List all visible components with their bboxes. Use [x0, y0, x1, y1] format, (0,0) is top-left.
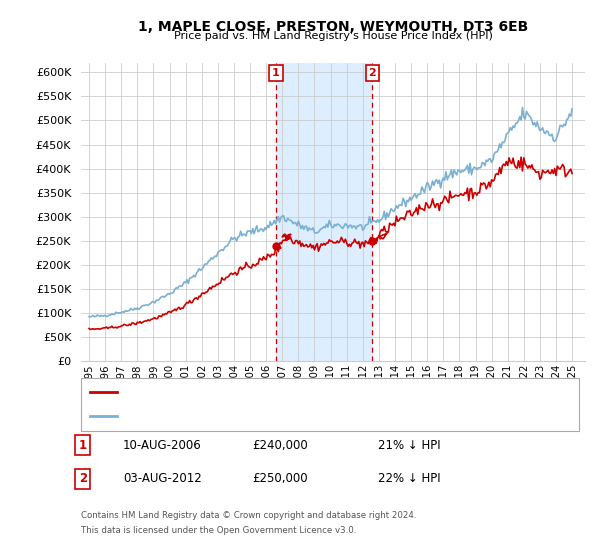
Text: 1, MAPLE CLOSE, PRESTON, WEYMOUTH, DT3 6EB: 1, MAPLE CLOSE, PRESTON, WEYMOUTH, DT3 6… — [138, 20, 528, 34]
Text: 21% ↓ HPI: 21% ↓ HPI — [378, 438, 440, 452]
Text: 1: 1 — [79, 438, 87, 452]
Text: 10-AUG-2006: 10-AUG-2006 — [123, 438, 202, 452]
Text: This data is licensed under the Open Government Licence v3.0.: This data is licensed under the Open Gov… — [81, 526, 356, 535]
Text: Contains HM Land Registry data © Crown copyright and database right 2024.: Contains HM Land Registry data © Crown c… — [81, 511, 416, 520]
Text: £250,000: £250,000 — [252, 472, 308, 486]
Bar — [276, 63, 372, 361]
Text: HPI: Average price, detached house, Dorset: HPI: Average price, detached house, Dors… — [122, 411, 349, 421]
Text: 2: 2 — [79, 472, 87, 486]
Text: £240,000: £240,000 — [252, 438, 308, 452]
Text: 1, MAPLE CLOSE, PRESTON, WEYMOUTH, DT3 6EB (detached house): 1, MAPLE CLOSE, PRESTON, WEYMOUTH, DT3 6… — [122, 387, 476, 397]
Text: 22% ↓ HPI: 22% ↓ HPI — [378, 472, 440, 486]
Text: 03-AUG-2012: 03-AUG-2012 — [123, 472, 202, 486]
Text: 1: 1 — [272, 68, 280, 78]
Text: Price paid vs. HM Land Registry's House Price Index (HPI): Price paid vs. HM Land Registry's House … — [173, 31, 493, 41]
Text: 2: 2 — [368, 68, 376, 78]
